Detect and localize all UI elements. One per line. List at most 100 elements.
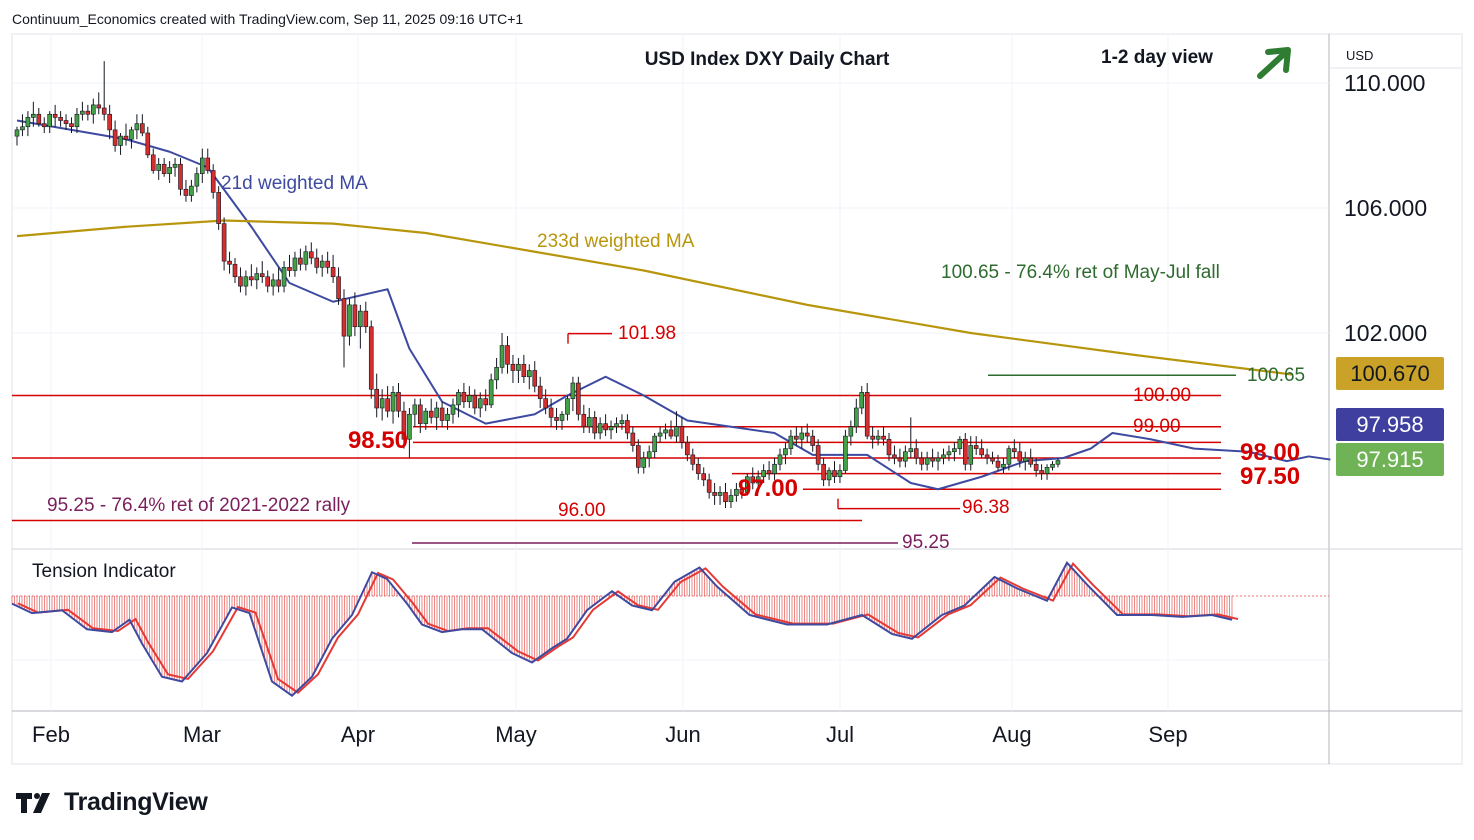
candle bbox=[777, 448, 783, 471]
candle-body bbox=[946, 451, 952, 456]
candle bbox=[417, 398, 423, 433]
candle bbox=[1055, 458, 1061, 468]
candle bbox=[690, 448, 696, 471]
candle bbox=[979, 439, 984, 458]
candle-body bbox=[434, 407, 439, 418]
candle-body bbox=[210, 170, 216, 193]
candle bbox=[859, 386, 865, 415]
candle-body bbox=[990, 457, 995, 462]
level-label-97-50: 97.50 bbox=[1240, 463, 1300, 490]
candle bbox=[483, 389, 489, 412]
x-tick-label: Feb bbox=[32, 722, 70, 747]
tension-indicator-layer bbox=[11, 561, 1329, 698]
candle bbox=[385, 386, 390, 418]
candle-body bbox=[243, 276, 249, 287]
candle-body bbox=[52, 113, 58, 118]
candle-body bbox=[690, 454, 696, 465]
tradingview-logo-text: TradingView bbox=[64, 788, 208, 816]
x-tick-label: Mar bbox=[183, 722, 221, 747]
candle bbox=[750, 467, 756, 490]
price-badge-label: 97.958 bbox=[1356, 412, 1423, 437]
candle-body bbox=[265, 276, 271, 287]
candle bbox=[586, 408, 592, 433]
candle bbox=[238, 267, 243, 293]
candle-body bbox=[897, 457, 903, 462]
candle-body bbox=[586, 417, 592, 428]
candle-body bbox=[526, 370, 532, 378]
candle-body bbox=[679, 426, 685, 443]
candle-body bbox=[292, 257, 298, 271]
candle bbox=[952, 442, 957, 462]
candle-body bbox=[390, 392, 396, 412]
candle-body bbox=[232, 263, 238, 278]
tradingview-logo[interactable]: TradingView bbox=[16, 788, 208, 817]
candle-body bbox=[472, 395, 478, 409]
candle-body bbox=[276, 279, 281, 287]
candle-body bbox=[554, 417, 559, 421]
candle bbox=[167, 161, 172, 183]
candle bbox=[892, 445, 897, 465]
candle bbox=[881, 426, 886, 446]
candle-body bbox=[303, 251, 309, 265]
candle-body bbox=[91, 104, 96, 115]
candle-body bbox=[456, 392, 461, 406]
candle-body bbox=[396, 392, 401, 412]
candle bbox=[548, 398, 554, 427]
candle-body bbox=[548, 407, 554, 418]
candle-body bbox=[325, 260, 330, 268]
candle bbox=[145, 126, 151, 158]
candle bbox=[287, 254, 292, 277]
candle-body bbox=[36, 113, 42, 124]
candle-body bbox=[777, 454, 783, 465]
candle-body bbox=[510, 363, 516, 371]
candle-body bbox=[810, 435, 816, 446]
candle-body bbox=[1001, 463, 1006, 468]
candle bbox=[319, 254, 325, 277]
candle bbox=[984, 448, 990, 465]
candle-body bbox=[80, 110, 85, 115]
candle-body bbox=[641, 457, 647, 468]
candle bbox=[685, 436, 690, 462]
candle bbox=[52, 104, 58, 127]
candle bbox=[243, 270, 249, 296]
candle-body bbox=[772, 463, 777, 474]
candle bbox=[14, 126, 20, 146]
candle bbox=[723, 483, 728, 508]
level-label-96-00: 96.00 bbox=[558, 500, 606, 521]
x-tick-label: Aug bbox=[992, 722, 1031, 747]
candle bbox=[85, 104, 91, 121]
grid-layer bbox=[11, 33, 1463, 765]
candle-body bbox=[603, 423, 608, 431]
candle bbox=[668, 420, 674, 440]
candle bbox=[968, 436, 974, 471]
candle-body bbox=[826, 470, 832, 481]
candle-body bbox=[1050, 463, 1055, 468]
candle bbox=[445, 408, 450, 430]
candle bbox=[646, 445, 652, 468]
candle bbox=[930, 448, 935, 468]
candle-body bbox=[962, 438, 968, 465]
candle bbox=[281, 261, 287, 293]
candle bbox=[101, 61, 107, 121]
candle bbox=[216, 186, 221, 230]
candle bbox=[488, 373, 494, 408]
candle-body bbox=[935, 457, 941, 462]
candle bbox=[679, 417, 685, 449]
candle bbox=[118, 133, 123, 155]
x-tick-label: Jun bbox=[665, 722, 700, 747]
candle-body bbox=[200, 157, 205, 174]
candle bbox=[701, 467, 707, 487]
candle bbox=[614, 417, 619, 433]
candle bbox=[140, 114, 145, 137]
candle bbox=[717, 486, 723, 505]
candle-body bbox=[368, 326, 374, 390]
arrow-up-right-icon bbox=[1257, 47, 1291, 79]
candle bbox=[156, 158, 161, 180]
candle-body bbox=[238, 276, 243, 287]
candle bbox=[886, 433, 892, 462]
candle-body bbox=[308, 251, 314, 259]
tension-main-line bbox=[11, 561, 1233, 698]
candle bbox=[379, 389, 385, 421]
candle bbox=[189, 179, 194, 202]
candle-body bbox=[799, 432, 805, 440]
